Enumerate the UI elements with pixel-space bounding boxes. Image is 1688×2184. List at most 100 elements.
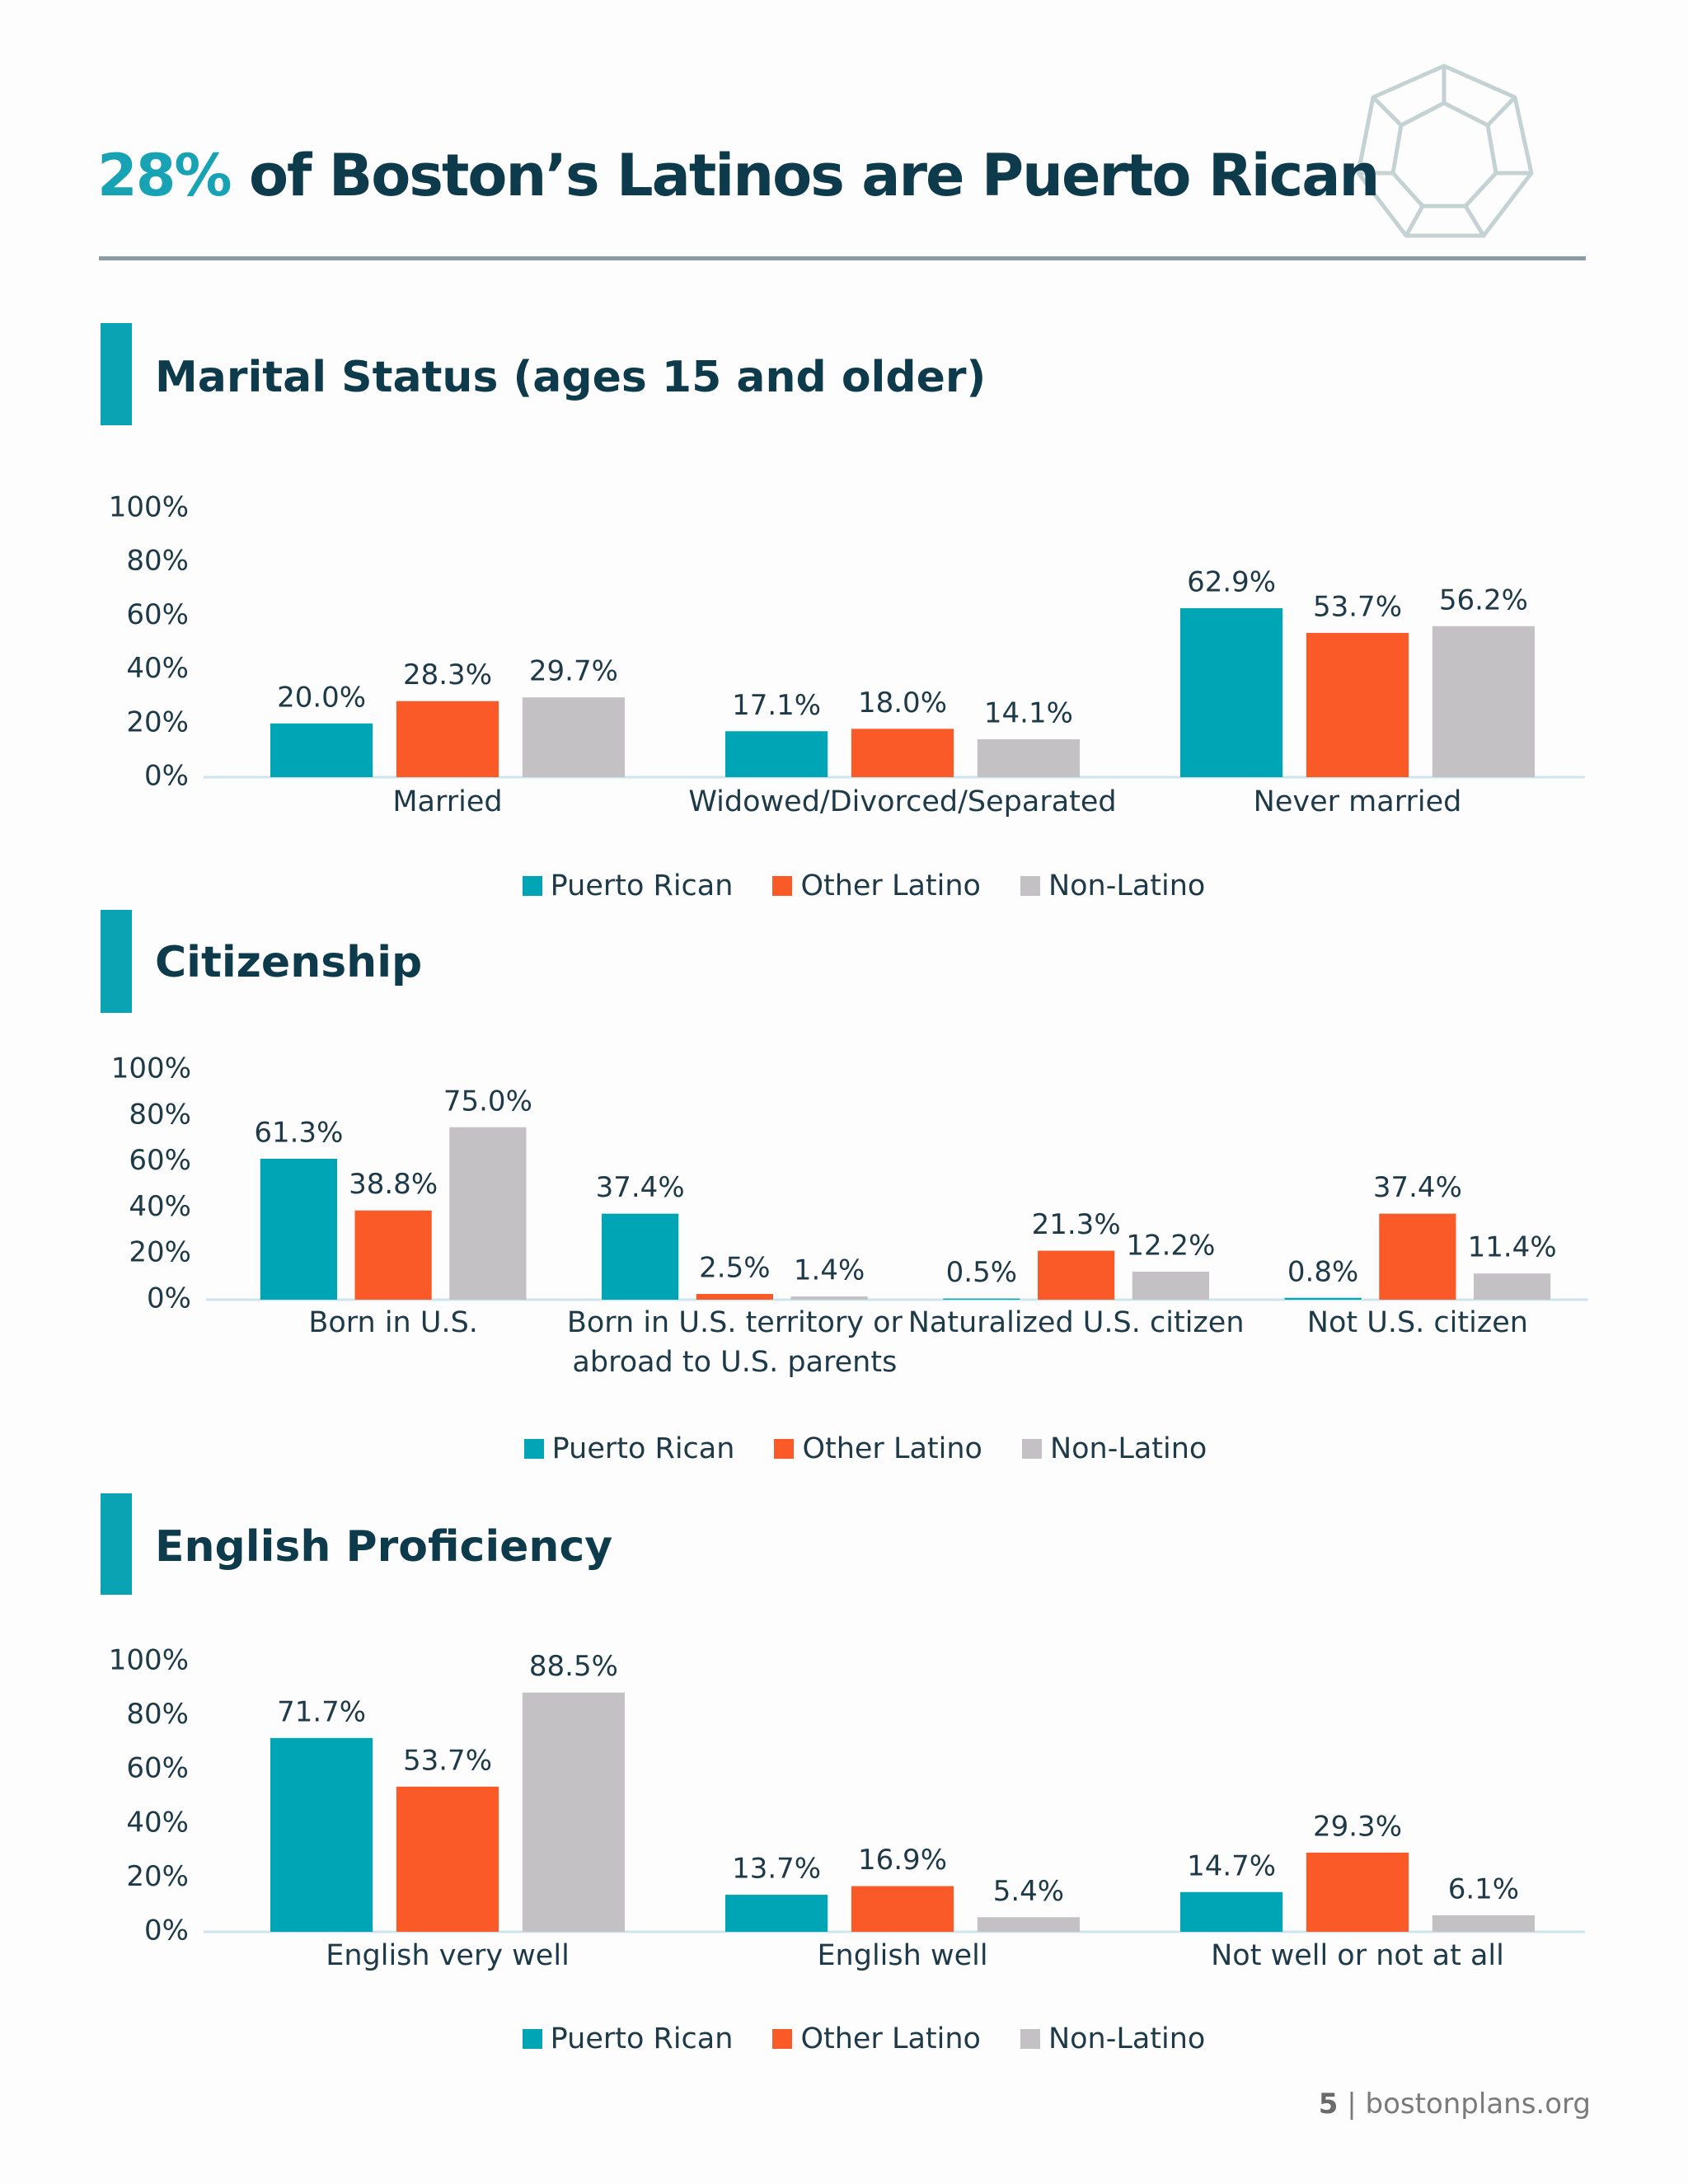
data-label: 13.7% (732, 1853, 821, 1886)
y-tick-label: 40% (126, 652, 189, 685)
legend-label: Puerto Rican (550, 2022, 734, 2055)
bar (1132, 1271, 1209, 1300)
data-label: 1.4% (794, 1254, 865, 1287)
legend-item: Non-Latino (1020, 2022, 1205, 2055)
bar (790, 1296, 868, 1300)
bar (270, 723, 373, 777)
legend: Puerto Rican Other Latino Non-Latino (412, 1432, 1319, 1465)
legend-swatch (1021, 1439, 1042, 1459)
title-text: of Boston’s Latinos are Puerto Rican (248, 142, 1380, 209)
section-bar (101, 323, 132, 425)
legend-label: Puerto Rican (550, 869, 734, 902)
x-tick-label: Naturalized U.S. citizen (907, 1306, 1245, 1339)
bar (724, 1895, 828, 1932)
legend: Puerto Rican Other Latino Non-Latino (410, 2022, 1317, 2055)
footer: 5 | bostonplans.org (1319, 2088, 1591, 2121)
bar (851, 729, 954, 777)
bar (977, 739, 1081, 777)
legend-swatch (523, 1439, 544, 1459)
legend-label: Puerto Rican (551, 1432, 735, 1465)
section-title: Marital Status (ages 15 and older) (155, 353, 987, 402)
title-rule (99, 256, 1586, 260)
bar (1284, 1297, 1362, 1300)
bar (396, 1786, 499, 1932)
bar (260, 1158, 337, 1300)
data-label: 37.4% (1373, 1171, 1462, 1204)
data-label: 28.3% (403, 658, 492, 691)
data-label: 12.2% (1126, 1229, 1215, 1262)
y-tick-label: 60% (126, 1752, 189, 1785)
y-tick-label: 100% (111, 1052, 191, 1085)
x-tick-label: Born in U.S. (308, 1306, 478, 1339)
bar (522, 1692, 626, 1932)
y-tick-label: 40% (129, 1190, 191, 1223)
data-label: 75.0% (443, 1085, 532, 1118)
bar (1179, 1891, 1283, 1932)
y-tick-label: 80% (129, 1098, 191, 1131)
y-tick-label: 0% (147, 1282, 191, 1315)
bar (851, 1886, 954, 1932)
legend-label: Non-Latino (1048, 2022, 1206, 2055)
x-tick-label: Married (392, 785, 503, 818)
y-tick-label: 20% (129, 1236, 191, 1269)
data-label: 16.9% (858, 1844, 947, 1877)
bar (396, 701, 499, 777)
bar (354, 1210, 432, 1300)
legend-swatch (522, 876, 542, 896)
bar (1379, 1213, 1456, 1300)
data-label: 6.1% (1448, 1872, 1519, 1905)
legend-item: Other Latino (772, 869, 981, 902)
data-label: 5.4% (993, 1875, 1064, 1908)
legend-swatch (772, 2029, 793, 2049)
y-tick-label: 20% (126, 705, 189, 738)
legend-label: Other Latino (800, 869, 981, 902)
legend-item: Puerto Rican (522, 2022, 734, 2055)
x-tick-label: Not U.S. citizen (1306, 1306, 1528, 1339)
page-title: 28% of Boston’s Latinos are Puerto Rican (97, 142, 1380, 209)
x-tick-label: Widowed/Divorced/Separated (688, 785, 1117, 818)
separator: | (1347, 2088, 1357, 2121)
legend: Puerto Rican Other Latino Non-Latino (410, 869, 1317, 902)
legend-swatch (1020, 876, 1040, 896)
y-tick-label: 0% (144, 760, 189, 793)
logo-icon (1356, 63, 1534, 238)
section-title: English Proficiency (155, 1522, 613, 1572)
data-label: 21.3% (1032, 1208, 1121, 1241)
data-label: 71.7% (277, 1695, 366, 1728)
page-number: 5 (1318, 2088, 1339, 2121)
bar (602, 1213, 679, 1300)
y-tick-label: 100% (109, 1644, 189, 1677)
legend-label: Non-Latino (1049, 1432, 1207, 1465)
y-tick-label: 0% (144, 1915, 189, 1947)
bar (696, 1294, 773, 1300)
bar (1038, 1250, 1115, 1300)
bar (1306, 1852, 1409, 1932)
y-tick-label: 20% (126, 1860, 189, 1893)
data-label: 61.3% (254, 1116, 343, 1149)
data-label: 53.7% (1313, 590, 1402, 623)
section-bar (101, 1493, 132, 1595)
y-tick-label: 80% (126, 1698, 189, 1731)
y-tick-label: 60% (126, 598, 189, 631)
data-label: 53.7% (403, 1744, 492, 1777)
bar (522, 697, 626, 777)
data-label: 14.1% (984, 697, 1073, 730)
data-label: 37.4% (596, 1171, 685, 1204)
bar (1432, 1915, 1536, 1932)
legend-item: Puerto Rican (523, 1432, 735, 1465)
data-label: 38.8% (349, 1168, 438, 1201)
data-label: 17.1% (732, 689, 821, 722)
bar (943, 1298, 1020, 1300)
data-label: 20.0% (277, 681, 366, 714)
data-label: 62.9% (1187, 565, 1276, 598)
data-label: 14.7% (1187, 1849, 1276, 1882)
data-label: 0.8% (1287, 1255, 1358, 1288)
y-tick-label: 40% (126, 1806, 189, 1839)
bar (449, 1127, 527, 1300)
data-label: 11.4% (1468, 1231, 1557, 1264)
y-tick-label: 60% (129, 1144, 191, 1177)
legend-item: Non-Latino (1021, 1432, 1207, 1465)
data-label: 18.0% (858, 687, 947, 719)
